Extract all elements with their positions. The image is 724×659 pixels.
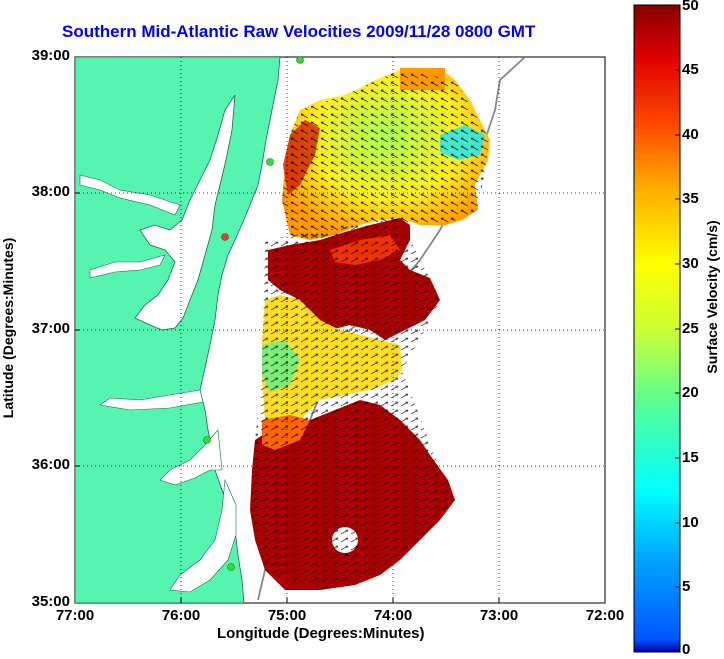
- lon-tick-label: 77:00: [55, 607, 95, 624]
- lat-tick-label: 39:00: [31, 47, 70, 64]
- colorbar-tick-label: 0: [682, 641, 691, 658]
- chesapeake-bay: [134, 94, 236, 331]
- lat-tick-label: 35:00: [31, 593, 70, 610]
- river-1: [79, 174, 181, 216]
- sound-inlet: [159, 429, 237, 593]
- colorbar: [633, 4, 681, 653]
- colorbar-tick-label: 25: [682, 320, 699, 337]
- station-marker: [227, 563, 235, 571]
- colorbar-title: Surface Velocity (cm/s): [704, 220, 720, 374]
- colorbar-tick-label: 40: [682, 126, 699, 143]
- vector-arrows-north: [282, 70, 490, 240]
- lat-tick-label: 37:00: [31, 320, 70, 337]
- lon-tick-label: 74:00: [373, 607, 413, 624]
- lon-tick-label: 73:00: [479, 607, 519, 624]
- colorbar-tick-label: 35: [682, 190, 699, 207]
- colorbar-ticks: [675, 69, 680, 588]
- page-title: Southern Mid-Atlantic Raw Velocities 200…: [62, 22, 536, 41]
- river-2: [89, 254, 166, 279]
- x-axis-title: Longitude (Degrees:Minutes): [217, 625, 425, 642]
- vector-arrows-south: [250, 218, 455, 590]
- lon-tick-label: 75:00: [267, 607, 307, 624]
- axis-ticks: [75, 192, 500, 603]
- y-axis-title: Latitude (Degrees:Minutes): [0, 237, 16, 419]
- colorbar-tick-label: 10: [682, 514, 699, 531]
- colorbar-tick-label: 50: [682, 0, 699, 14]
- lon-tick-label: 76:00: [161, 607, 201, 624]
- station-marker: [296, 57, 304, 64]
- colorbar-tick-label: 5: [682, 578, 691, 595]
- colorbar-tick-label: 45: [682, 61, 699, 78]
- river-3: [99, 389, 204, 411]
- colorbar-tick-label: 20: [682, 384, 699, 401]
- station-marker: [266, 158, 274, 166]
- colorbar-tick-label: 15: [682, 449, 699, 466]
- station-marker: [221, 233, 229, 241]
- lat-tick-label: 36:00: [31, 456, 70, 473]
- colorbar-tick-label: 30: [682, 255, 699, 272]
- grid-lines: [75, 57, 605, 603]
- station-marker: [203, 436, 211, 444]
- lon-tick-label: 72:00: [585, 607, 625, 624]
- lat-tick-label: 38:00: [31, 183, 70, 200]
